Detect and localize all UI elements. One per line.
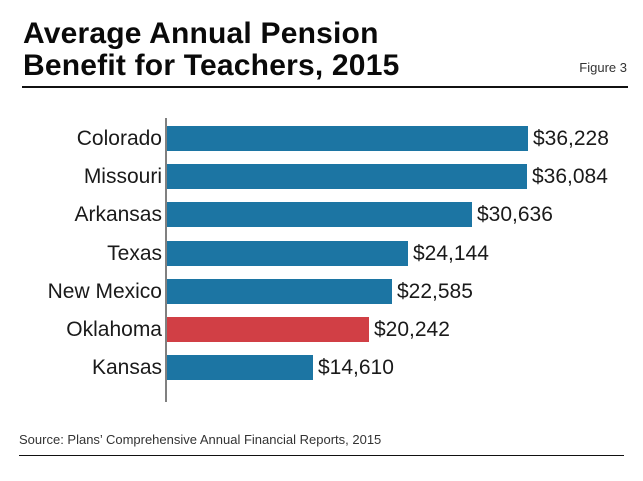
bar: [167, 126, 528, 151]
value-label: $20,242: [374, 318, 450, 341]
bar: [167, 317, 369, 342]
bar: [167, 278, 392, 304]
category-label: Missouri: [83, 165, 162, 189]
value-label: $14,610: [318, 356, 394, 380]
category-label: Kansas: [91, 356, 162, 380]
category-label: Arkansas: [74, 203, 162, 227]
category-label: Oklahoma: [66, 318, 162, 341]
bar: [167, 164, 527, 190]
title-line-2: Benefit for Teachers, 2015: [23, 49, 400, 82]
category-label: New Mexico: [47, 279, 162, 303]
top-divider: [22, 86, 628, 88]
value-label: $24,144: [413, 241, 489, 265]
value-label: $22,585: [397, 279, 473, 303]
category-label: Colorado: [76, 127, 162, 150]
bottom-divider: [19, 455, 624, 456]
bar: [167, 355, 313, 381]
value-label: $36,228: [533, 127, 609, 150]
chart-title: Average Annual Pension Benefit for Teach…: [23, 18, 399, 82]
bar: [167, 240, 408, 266]
figure-label: Figure 3: [579, 60, 627, 75]
title-line-1: Average Annual Pension: [23, 17, 379, 50]
value-label: $30,636: [477, 203, 553, 227]
value-label: $36,084: [532, 165, 608, 189]
category-label: Texas: [107, 241, 162, 265]
bar: [167, 202, 472, 228]
y-axis-line: [165, 118, 167, 402]
source-note: Source: Plans’ Comprehensive Annual Fina…: [19, 432, 382, 447]
